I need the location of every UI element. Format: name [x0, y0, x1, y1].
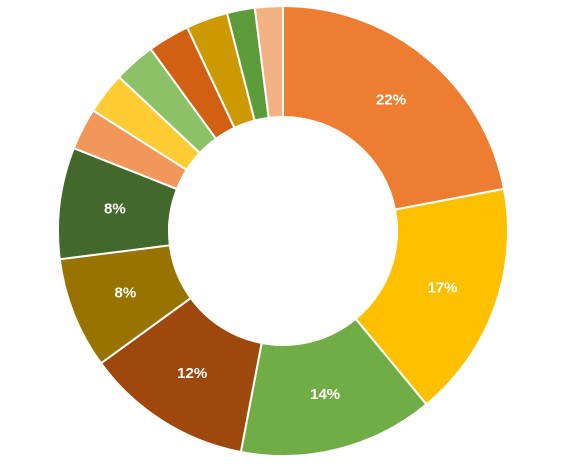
- data-label: 17%: [427, 279, 457, 296]
- data-label: 14%: [310, 386, 340, 403]
- donut-segment: [354, 187, 509, 406]
- donut-segment: [253, 4, 284, 120]
- data-label: 12%: [177, 365, 207, 382]
- data-label: 8%: [104, 201, 126, 218]
- donut-segment: [282, 4, 506, 211]
- data-label: 22%: [376, 91, 406, 108]
- data-label: 8%: [115, 284, 137, 301]
